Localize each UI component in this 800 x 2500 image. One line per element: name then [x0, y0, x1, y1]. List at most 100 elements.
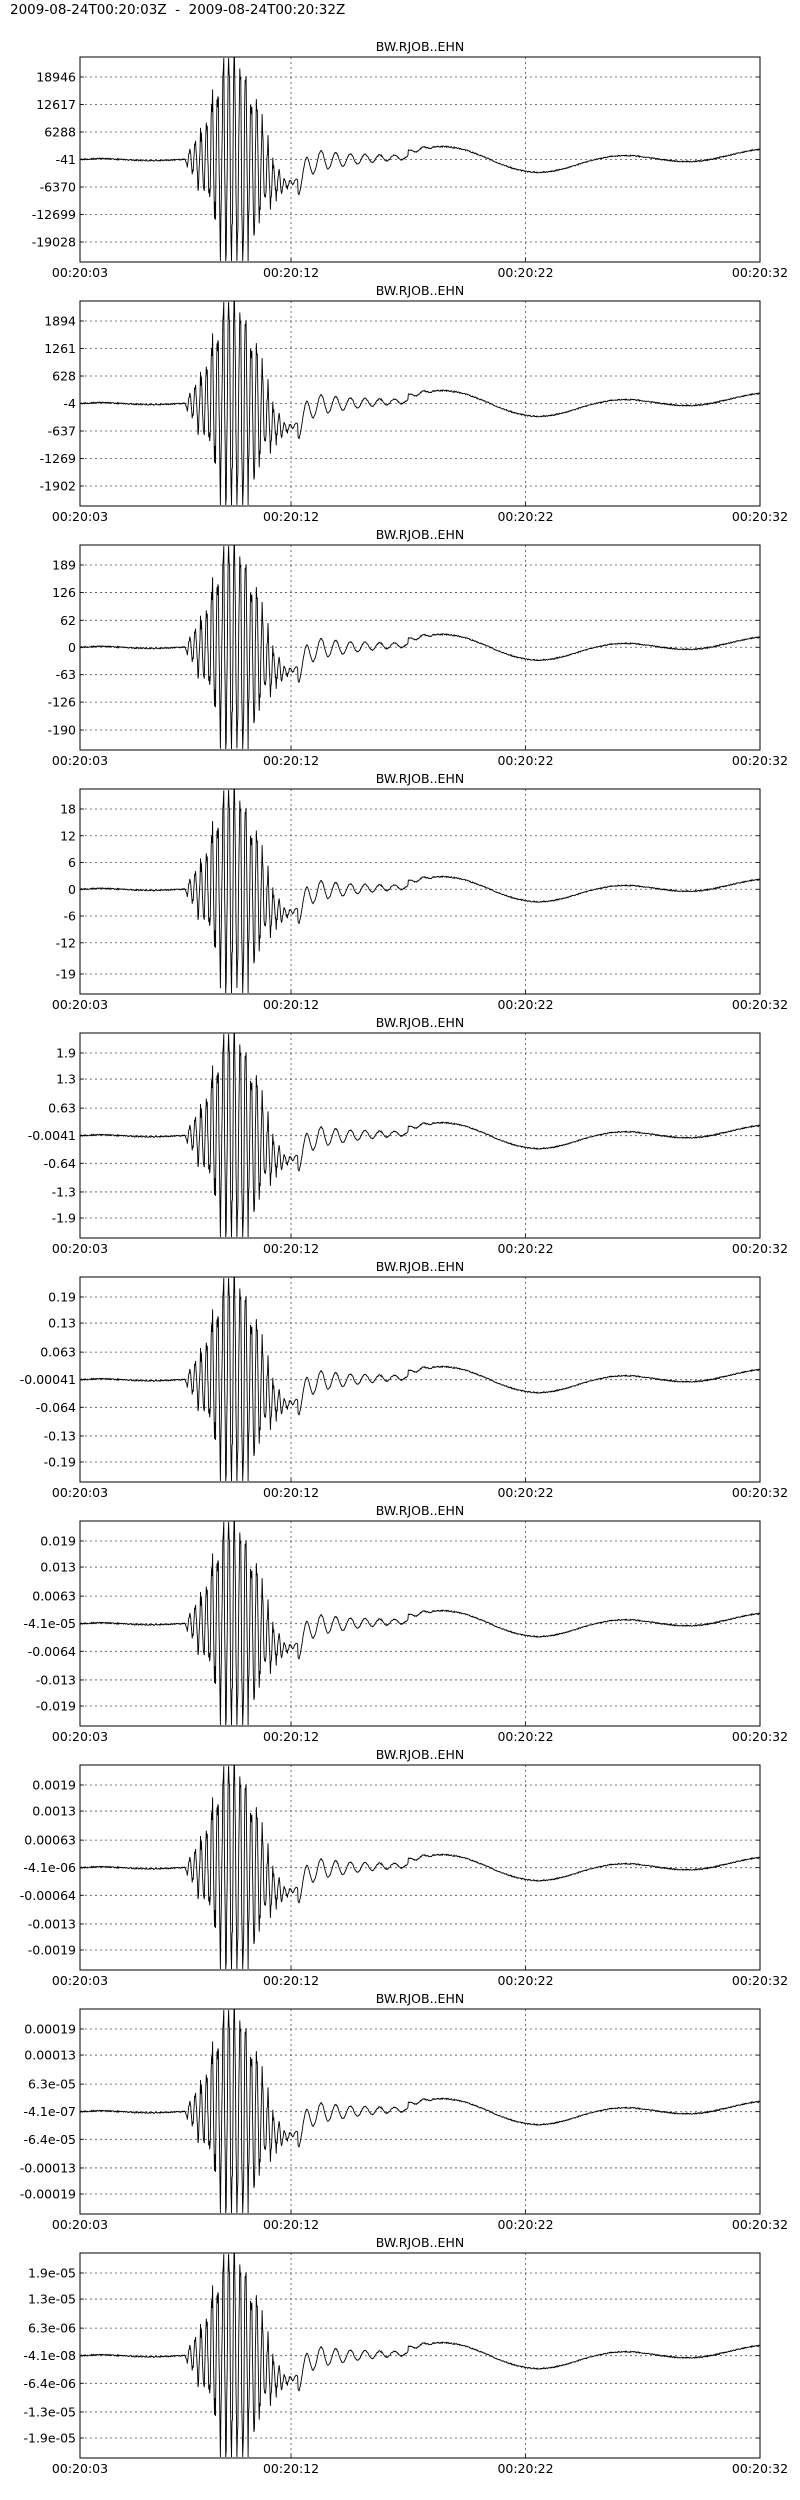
- axes-frame: [79, 2252, 761, 2459]
- y-tick-label: -6.4e-05: [24, 2132, 77, 2147]
- panel-title: BW.RJOB..EHN: [376, 1991, 464, 2006]
- x-tick-label: 00:20:03: [52, 2461, 108, 2476]
- y-tick-label: -0.00013: [20, 2160, 76, 2175]
- y-tick-label: -12: [56, 935, 76, 950]
- y-tick-label: -0.00064: [20, 1888, 76, 1903]
- x-tick-label: 00:20:22: [497, 753, 553, 768]
- panel-title: BW.RJOB..EHN: [376, 771, 464, 786]
- y-tick-label: -1.9e-05: [24, 2431, 77, 2446]
- y-tick-label: 189: [52, 558, 76, 573]
- axes-frame: [79, 1520, 761, 1727]
- y-tick-label: 0.63: [48, 1101, 76, 1116]
- y-tick-label: -0.0064: [28, 1644, 76, 1659]
- x-tick-label: 00:20:03: [52, 1973, 108, 1988]
- x-tick-label: 00:20:03: [52, 1729, 108, 1744]
- y-tick-label: 18: [60, 802, 76, 817]
- y-tick-label: -1.3e-05: [24, 2404, 77, 2419]
- x-tick-label: 00:20:12: [263, 2461, 319, 2476]
- y-tick-label: 0.013: [40, 1560, 76, 1575]
- y-tick-label: -126: [48, 695, 76, 710]
- x-tick-label: 00:20:12: [263, 265, 319, 280]
- y-tick-label: -1.9: [52, 1211, 76, 1226]
- y-tick-label: -19028: [32, 235, 76, 250]
- x-tick-label: 00:20:03: [52, 2217, 108, 2232]
- x-tick-label: 00:20:12: [263, 1241, 319, 1256]
- y-tick-label: -63: [56, 667, 76, 682]
- y-tick-label: -4.1e-06: [24, 1860, 77, 1875]
- y-tick-label: 1.3e-05: [28, 2292, 76, 2307]
- x-tick-label: 00:20:22: [497, 265, 553, 280]
- y-tick-label: -6: [64, 909, 77, 924]
- waveform-trace: [79, 1277, 761, 1482]
- x-tick-label: 00:20:32: [732, 2461, 788, 2476]
- panel-title: BW.RJOB..EHN: [376, 1259, 464, 1274]
- y-tick-label: -1902: [40, 479, 76, 494]
- y-tick-label: 6288: [44, 125, 76, 140]
- y-tick-label: 62: [60, 613, 76, 628]
- y-tick-label: 0.019: [40, 1534, 76, 1549]
- waveform-trace: [79, 2253, 761, 2458]
- x-tick-label: 00:20:03: [52, 265, 108, 280]
- y-tick-label: -4.1e-08: [24, 2348, 77, 2363]
- axes-frame: [79, 56, 761, 263]
- panel-title: BW.RJOB..EHN: [376, 1747, 464, 1762]
- panel-title: BW.RJOB..EHN: [376, 527, 464, 542]
- x-tick-label: 00:20:22: [497, 1729, 553, 1744]
- y-tick-label: -0.13: [44, 1428, 76, 1443]
- axes-frame: [79, 1276, 761, 1483]
- axes-frame: [79, 300, 761, 507]
- y-tick-label: 1894: [44, 314, 76, 329]
- x-tick-label: 00:20:22: [497, 2217, 553, 2232]
- y-tick-label: -637: [48, 424, 76, 439]
- y-tick-label: 6.3e-06: [28, 2321, 76, 2336]
- y-tick-label: -0.013: [36, 1672, 76, 1687]
- x-tick-label: 00:20:12: [263, 509, 319, 524]
- x-tick-label: 00:20:22: [497, 1973, 553, 1988]
- x-tick-label: 00:20:22: [497, 509, 553, 524]
- y-tick-label: 0: [68, 640, 76, 655]
- y-tick-label: -12699: [32, 207, 76, 222]
- y-tick-label: -6370: [40, 180, 76, 195]
- y-tick-label: 0.13: [48, 1316, 76, 1331]
- x-tick-label: 00:20:32: [732, 265, 788, 280]
- x-tick-label: 00:20:12: [263, 1973, 319, 1988]
- y-tick-label: -190: [48, 723, 76, 738]
- x-tick-label: 00:20:32: [732, 1729, 788, 1744]
- waveform-trace: [79, 1765, 761, 1970]
- x-tick-label: 00:20:22: [497, 1485, 553, 1500]
- x-tick-label: 00:20:32: [732, 753, 788, 768]
- axes-frame: [79, 544, 761, 751]
- x-tick-label: 00:20:32: [732, 509, 788, 524]
- y-tick-label: -0.00041: [20, 1372, 76, 1387]
- x-tick-label: 00:20:03: [52, 509, 108, 524]
- y-tick-label: 0.00019: [24, 2022, 76, 2037]
- y-tick-label: -19: [56, 967, 76, 982]
- y-tick-label: -0.019: [36, 1699, 76, 1714]
- x-tick-label: 00:20:03: [52, 997, 108, 1012]
- y-tick-label: 12: [60, 828, 76, 843]
- y-tick-label: -41: [56, 152, 76, 167]
- x-tick-label: 00:20:12: [263, 753, 319, 768]
- x-tick-label: 00:20:12: [263, 1729, 319, 1744]
- axes-frame: [79, 1032, 761, 1239]
- y-tick-label: 1261: [44, 341, 76, 356]
- y-tick-label: -0.19: [44, 1455, 76, 1470]
- y-tick-label: 0.063: [40, 1345, 76, 1360]
- axes-frame: [79, 2008, 761, 2215]
- waveform-trace: [79, 789, 761, 994]
- waveform-trace: [79, 57, 761, 262]
- axes-frame: [79, 788, 761, 995]
- y-tick-label: -0.064: [36, 1400, 76, 1415]
- y-tick-label: -1.3: [52, 1184, 76, 1199]
- waveform-trace: [79, 545, 761, 750]
- y-tick-label: -0.64: [44, 1156, 76, 1171]
- y-tick-label: 0.0063: [32, 1589, 76, 1604]
- x-tick-label: 00:20:22: [497, 2461, 553, 2476]
- x-tick-label: 00:20:22: [497, 997, 553, 1012]
- y-tick-label: 18946: [36, 70, 76, 85]
- x-tick-label: 00:20:22: [497, 1241, 553, 1256]
- y-tick-label: -4.1e-05: [24, 1616, 77, 1631]
- y-tick-label: -4.1e-07: [24, 2104, 77, 2119]
- y-tick-label: 12617: [36, 97, 76, 112]
